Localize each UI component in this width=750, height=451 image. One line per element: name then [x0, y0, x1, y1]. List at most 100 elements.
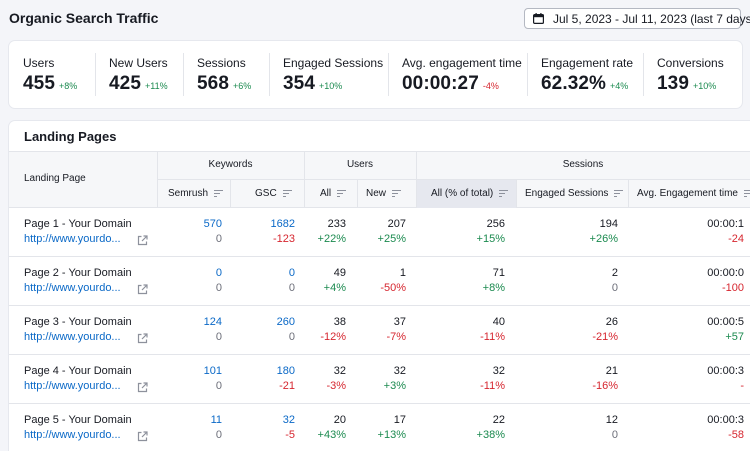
external-link-icon[interactable]	[137, 284, 148, 295]
external-link-icon[interactable]	[137, 235, 148, 246]
header-landing-page[interactable]: Landing Page	[24, 173, 86, 184]
header-divider	[230, 179, 231, 208]
header-users-new[interactable]: New	[366, 188, 402, 199]
landing-page-url[interactable]: http://www.yourdo...	[24, 282, 121, 294]
table-row: Page 3 - Your Domain http://www.yourdo...…	[9, 306, 750, 355]
cell-sessions-all: 22	[492, 414, 505, 426]
cell-avg-time: 00:00:1	[707, 218, 744, 230]
cell-users-all-delta: +43%	[317, 429, 346, 441]
metric-value: 139	[657, 73, 690, 94]
cell-semrush[interactable]: 11	[210, 414, 222, 426]
cell-users-new: 207	[387, 218, 406, 230]
summary-metrics-card: Users 455 +8% New Users 425 +11% Sessions …	[9, 41, 742, 108]
cell-users-all-delta: -3%	[326, 380, 346, 392]
cell-users-all-delta: -12%	[320, 331, 346, 343]
external-link-icon[interactable]	[137, 333, 148, 344]
sort-icon	[392, 189, 402, 198]
cell-sessions-all-delta: -11%	[480, 380, 505, 392]
landing-page-url[interactable]: http://www.yourdo...	[24, 429, 121, 441]
header-users-all[interactable]: All	[320, 188, 347, 199]
metric-value: 455	[23, 73, 56, 94]
cell-engaged-delta: -16%	[592, 380, 618, 392]
cell-sessions-all: 256	[486, 218, 505, 230]
cell-semrush-delta: 0	[215, 233, 222, 245]
cell-avg-time: 00:00:3	[707, 414, 744, 426]
date-range-picker[interactable]: Jul 5, 2023 - Jul 11, 2023 (last 7 days)	[524, 8, 750, 29]
metric-delta: +8%	[59, 81, 78, 91]
external-link-icon[interactable]	[137, 431, 148, 442]
header-avg-engagement-time[interactable]: Avg. Engagement time	[637, 188, 750, 199]
metric-label: Avg. engagement time	[402, 56, 522, 70]
cell-semrush[interactable]: 124	[203, 316, 222, 328]
header-label: New	[366, 188, 387, 199]
calendar-icon	[533, 13, 544, 24]
metric-value: 00:00:27	[402, 73, 479, 94]
header-gsc[interactable]: GSC	[255, 188, 292, 199]
sort-icon	[499, 189, 509, 198]
cell-gsc[interactable]: 0	[288, 267, 295, 279]
cell-gsc[interactable]: 260	[276, 316, 295, 328]
header-label: Keywords	[208, 159, 253, 170]
metric-sessions: Sessions 568 +6%	[183, 41, 269, 108]
cell-semrush[interactable]: 0	[215, 267, 222, 279]
cell-gsc-delta: -123	[272, 233, 295, 245]
cell-gsc[interactable]: 180	[276, 365, 295, 377]
cell-gsc-delta: 0	[288, 331, 295, 343]
header-engaged-sessions[interactable]: Engaged Sessions	[525, 188, 624, 199]
metric-delta: +4%	[610, 81, 629, 91]
landing-page-url[interactable]: http://www.yourdo...	[24, 233, 121, 245]
cell-semrush[interactable]: 570	[203, 218, 222, 230]
cell-avg-time-delta: -58	[728, 429, 744, 441]
header-label: Semrush	[168, 188, 209, 199]
metric-new-users: New Users 425 +11%	[95, 41, 183, 108]
date-range-label: Jul 5, 2023 - Jul 11, 2023 (last 7 days)	[553, 11, 750, 26]
landing-page-url[interactable]: http://www.yourdo...	[24, 331, 121, 343]
metric-delta: -4%	[482, 81, 499, 91]
external-link-icon[interactable]	[137, 382, 148, 393]
cell-avg-time: 00:00:0	[707, 267, 744, 279]
cell-sessions-all: 71	[492, 267, 505, 279]
sort-icon	[214, 189, 224, 198]
cell-engaged-delta: +26%	[589, 233, 618, 245]
metric-engagement-rate: Engagement rate 62.32% +4%	[527, 41, 643, 108]
cell-users-new: 32	[393, 365, 406, 377]
cell-gsc[interactable]: 1682	[270, 218, 295, 230]
landing-page-name: Page 5 - Your Domain	[24, 414, 132, 426]
cell-engaged-delta: -21%	[592, 331, 618, 343]
cell-sessions-all-delta: +15%	[476, 233, 505, 245]
cell-engaged: 21	[605, 365, 618, 377]
cell-gsc-delta: -21	[279, 380, 295, 392]
metric-engaged-sessions: Engaged Sessions 354 +10%	[269, 41, 388, 108]
metric-delta: +10%	[693, 81, 717, 91]
cell-semrush-delta: 0	[215, 331, 222, 343]
cell-gsc-delta: 0	[288, 282, 295, 294]
metric-label: New Users	[109, 56, 168, 70]
header-group-users: Users	[304, 159, 416, 170]
cell-users-all: 233	[327, 218, 346, 230]
cell-gsc-delta: -5	[285, 429, 295, 441]
metric-delta: +10%	[319, 81, 343, 91]
cell-users-new-delta: +13%	[377, 429, 406, 441]
sort-icon	[614, 189, 624, 198]
header-label: Engaged Sessions	[525, 188, 609, 199]
header-sessions-all[interactable]: All (% of total)	[431, 188, 509, 199]
cell-semrush-delta: 0	[215, 380, 222, 392]
metric-conversions: Conversions 139 +10%	[643, 41, 742, 108]
cell-users-all: 20	[333, 414, 346, 426]
cell-users-all: 32	[333, 365, 346, 377]
cell-users-new: 37	[393, 316, 406, 328]
metric-label: Sessions	[197, 56, 246, 70]
cell-avg-time-delta: -	[740, 380, 744, 392]
cell-users-all-delta: +4%	[323, 282, 346, 294]
header-label: All (% of total)	[431, 188, 494, 199]
header-label: Avg. Engagement time	[637, 188, 738, 199]
landing-page-url[interactable]: http://www.yourdo...	[24, 380, 121, 392]
metric-avg-engagement-time: Avg. engagement time 00:00:27 -4%	[388, 41, 527, 108]
cell-sessions-all-delta: +38%	[476, 429, 505, 441]
cell-sessions-all: 32	[492, 365, 505, 377]
header-semrush[interactable]: Semrush	[168, 188, 224, 199]
cell-semrush[interactable]: 101	[203, 365, 222, 377]
cell-users-new: 1	[399, 267, 406, 279]
cell-gsc[interactable]: 32	[282, 414, 295, 426]
cell-users-all: 38	[333, 316, 346, 328]
